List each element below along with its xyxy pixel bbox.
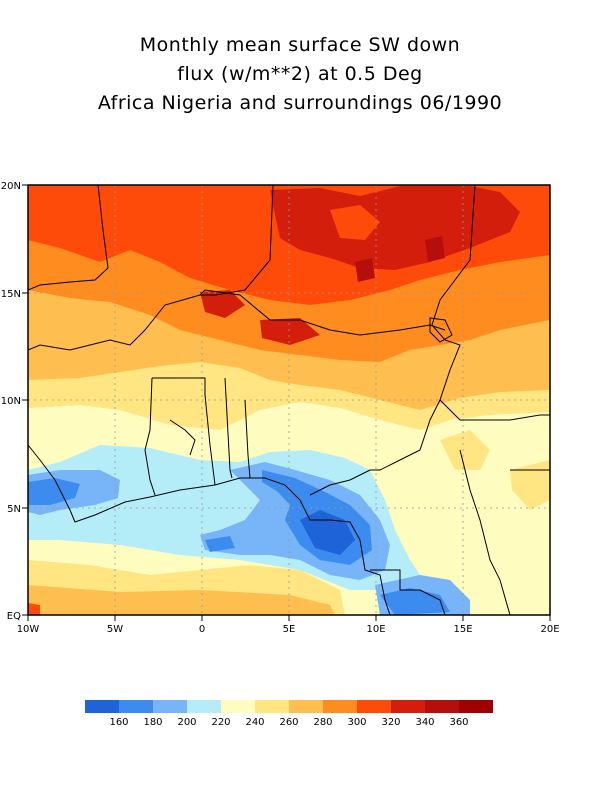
coastlines-borders [28,185,550,615]
colorbar-label: 180 [143,717,162,728]
band-260-east-a [440,430,490,470]
colorbar-swatch [425,700,459,713]
colorbar-label: 320 [381,717,400,728]
band-180-small [205,536,235,552]
border-h [244,399,251,479]
border-g [224,377,233,479]
colorbar-label: 280 [313,717,332,728]
colorbar-labels: 160 180 200 220 240 260 280 300 320 340 360 [109,717,468,728]
border-d [309,185,476,496]
x-tick-label: 0 [199,624,205,635]
border-b [28,185,274,351]
colorbar-swatch [289,700,323,713]
colorbar-swatch [85,700,119,713]
band-360-patch-a [425,236,445,262]
tick-marks [22,184,551,621]
y-tick-label: 15N [1,289,21,300]
lake-chad [429,317,453,343]
colorbar-swatch [221,700,255,713]
border-a [28,185,109,291]
colorbar-label: 200 [177,717,196,728]
colorbar-label: 160 [109,717,128,728]
band-340-mid [260,318,320,345]
colorbar-swatch [255,700,289,713]
colorbar-swatch [459,700,493,713]
map-title-line-3: Africa Nigeria and surroundings 06/1990 [97,92,503,114]
lake-volta [169,419,196,456]
band-320-inner [330,205,380,240]
y-axis-labels: EQ 5N 10N 15N 20N [1,181,21,622]
x-axis-labels: 10W 5W 0 5E 10E 15E 20E [17,624,560,635]
colorbar-label: 340 [415,717,434,728]
colorbar-label: 240 [245,717,264,728]
x-tick-label: 15E [453,624,472,635]
colorbar-label: 220 [211,717,230,728]
x-tick-label: 10E [366,624,385,635]
colorbar-swatch [323,700,357,713]
y-tick-label: 20N [1,181,21,192]
border-f [144,377,156,496]
band-280-sw [28,585,335,615]
map-title-line-1: Monthly mean surface SW down [139,34,461,56]
band-360-patch-b [355,258,375,282]
y-tick-label: 10N [1,396,21,407]
x-tick-label: 5E [283,624,296,635]
colorbar-swatch [187,700,221,713]
band-320-nw [175,188,250,228]
colorbar-label: 300 [347,717,366,728]
colorbar-swatch [391,700,425,713]
y-tick-label: EQ [7,611,21,622]
coastline [28,444,391,615]
colorbar [85,700,493,713]
band-320-corner [28,603,40,615]
colorbar-label: 260 [279,717,298,728]
band-260-east-b [510,460,550,510]
band-340-360 [270,186,520,270]
colorbar-swatch [119,700,153,713]
border-c [199,289,446,336]
band-180-se [380,588,450,615]
colorbar-swatch [357,700,391,713]
band-340-west [200,290,245,318]
colorbar-label: 360 [449,717,468,728]
border-e [152,377,216,486]
x-tick-label: 20E [540,624,559,635]
colorbar-swatch [153,700,187,713]
map-title-line-2: flux (w/m**2) at 0.5 Deg [177,63,423,85]
x-tick-label: 10W [17,624,40,635]
border-i [439,399,550,421]
border-j [459,449,511,615]
border-k [370,569,446,615]
x-tick-label: 5W [107,624,123,635]
y-tick-label: 5N [7,504,21,515]
band-180-west [28,478,80,505]
